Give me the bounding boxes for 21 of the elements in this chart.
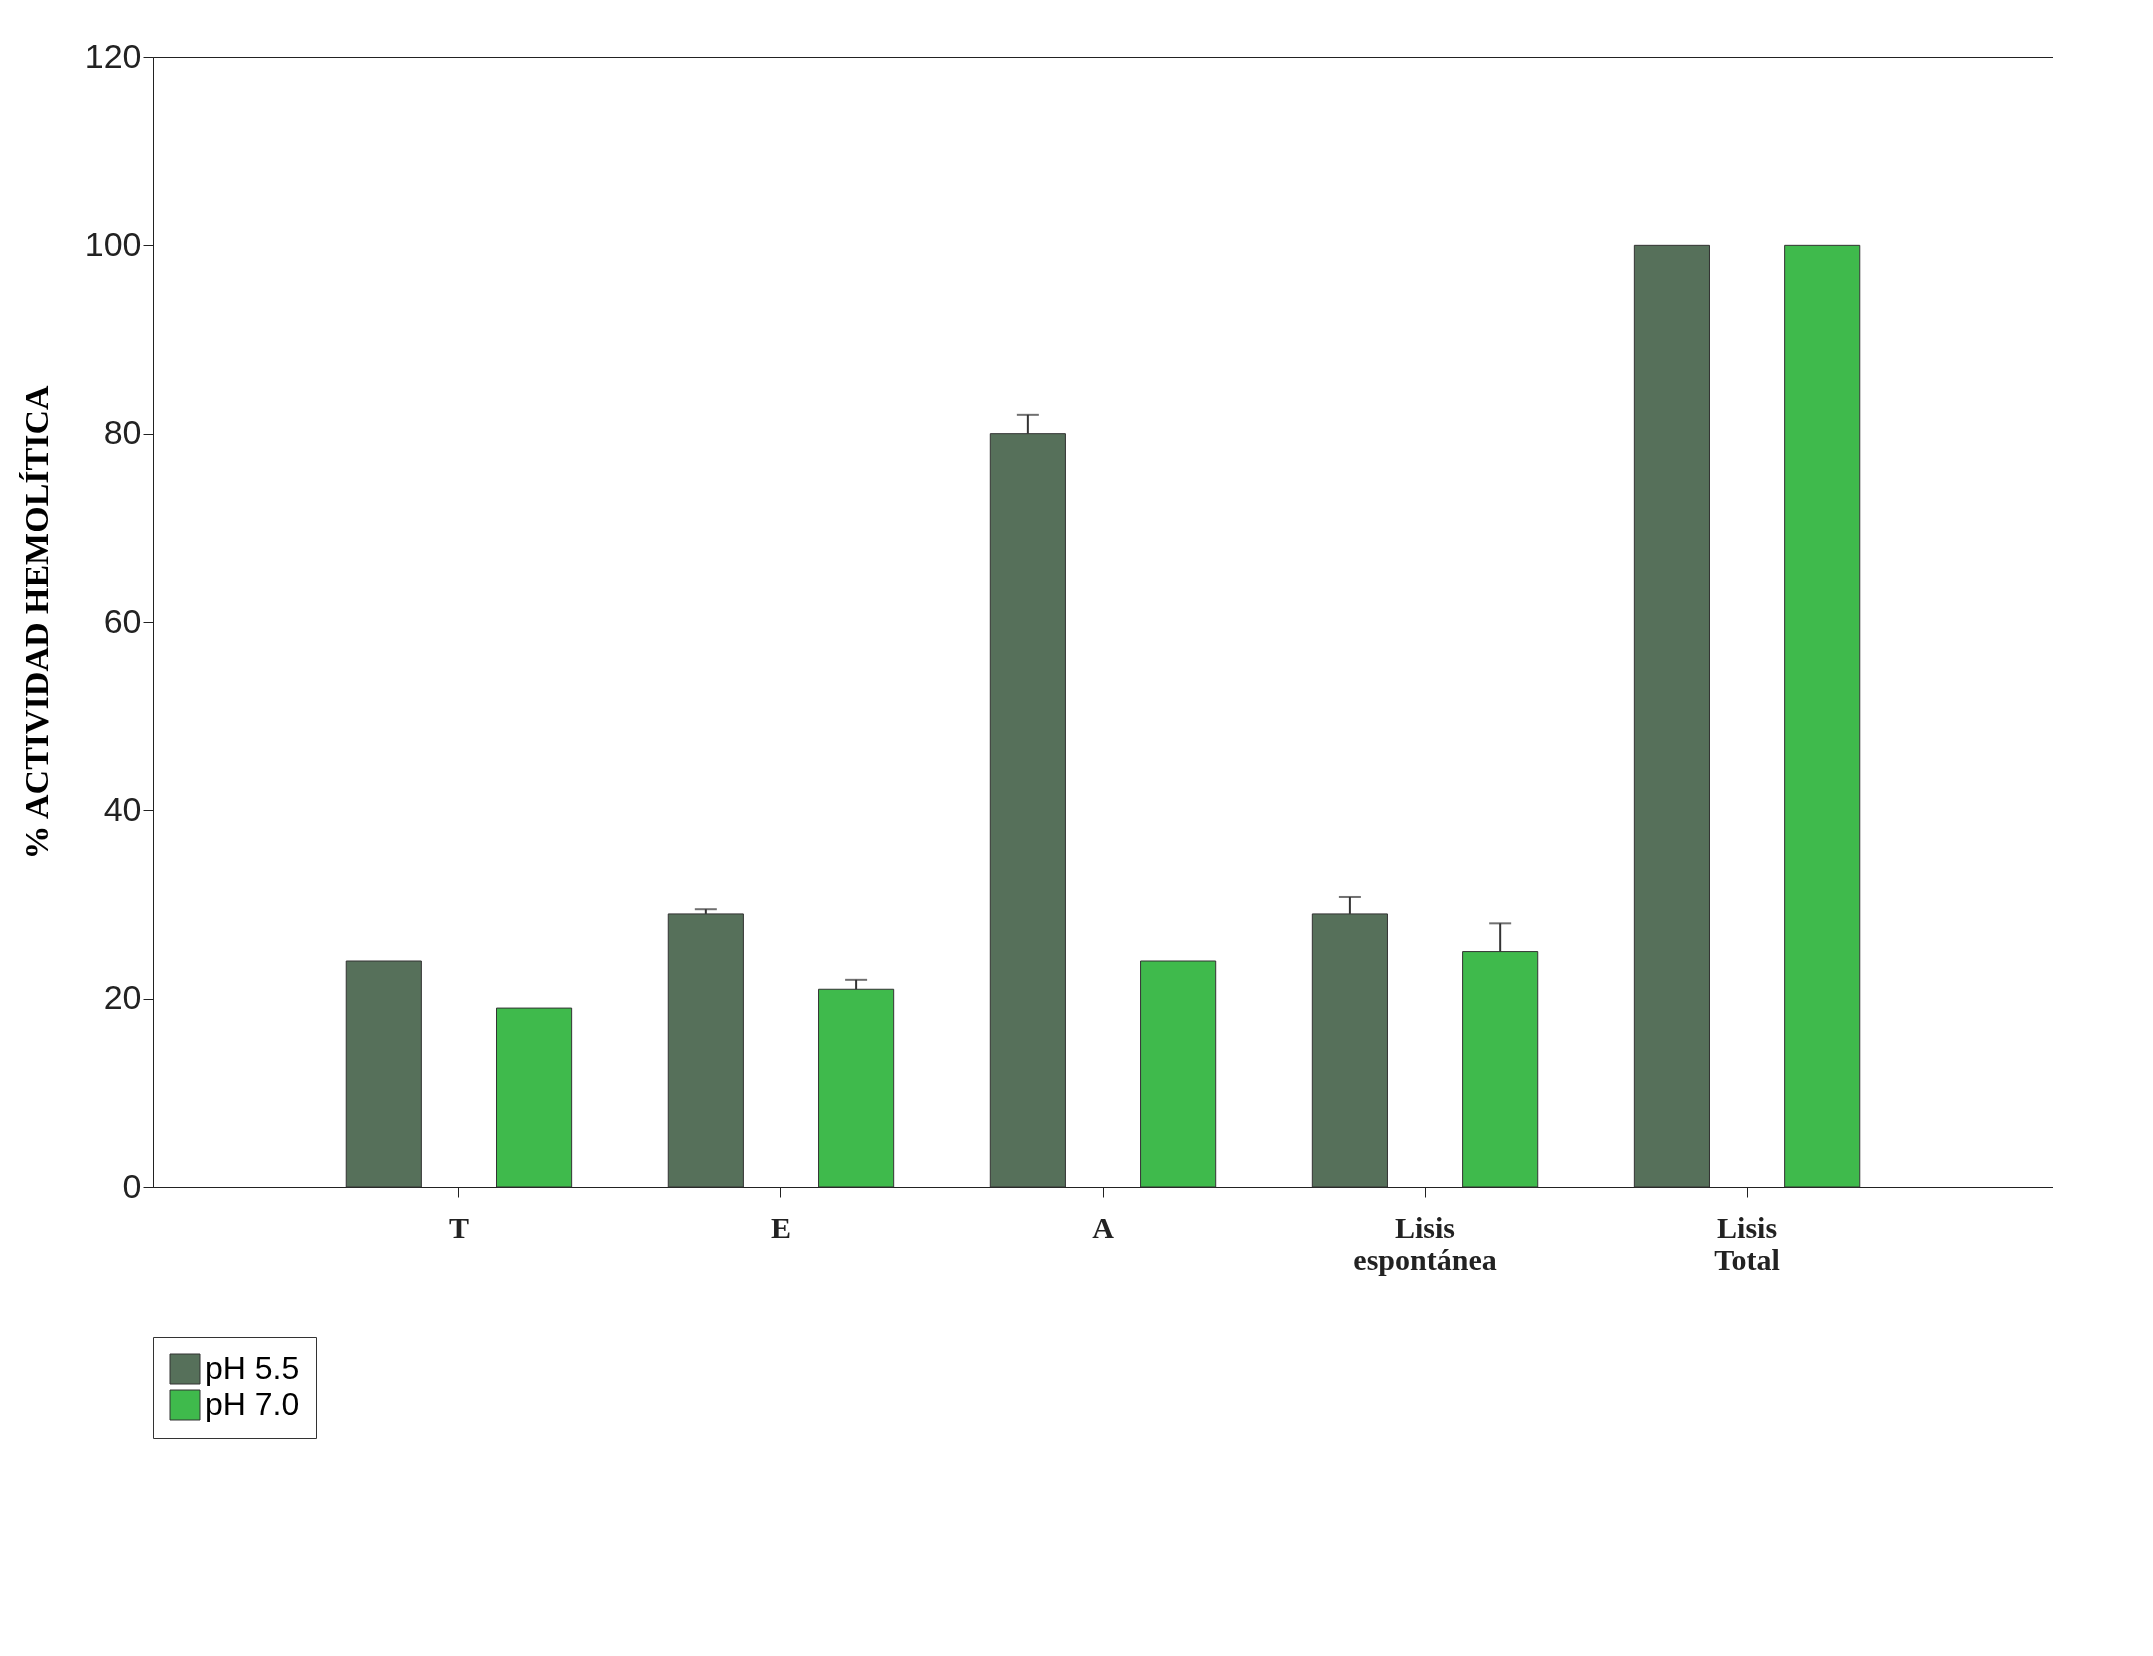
y-tick-label: 40 xyxy=(103,789,142,828)
y-tick-label: 20 xyxy=(103,978,142,1017)
bar xyxy=(1784,244,1861,1188)
legend-label: pH 5.5 xyxy=(205,1350,300,1386)
bar xyxy=(667,913,744,1188)
bar xyxy=(1140,960,1217,1188)
y-tick-label: 120 xyxy=(84,36,142,75)
y-tick-label: 60 xyxy=(103,601,142,640)
x-tick-label: A xyxy=(1092,1210,1115,1244)
x-tick-label: Lisis Total xyxy=(1714,1210,1780,1276)
x-tick-label: T xyxy=(448,1210,469,1244)
y-axis-title: % ACTIVIDAD HEMOLÍTICA xyxy=(17,384,55,860)
x-tick-label: E xyxy=(770,1210,791,1244)
legend-label: pH 7.0 xyxy=(205,1386,300,1422)
y-tick-label: 0 xyxy=(122,1166,142,1205)
y-tick-label: 80 xyxy=(103,413,142,452)
bar xyxy=(1633,244,1710,1188)
x-tick-label: Lisis espontánea xyxy=(1353,1210,1497,1276)
bar xyxy=(496,1007,573,1188)
bar xyxy=(345,960,422,1188)
y-tick-label: 100 xyxy=(84,224,142,263)
